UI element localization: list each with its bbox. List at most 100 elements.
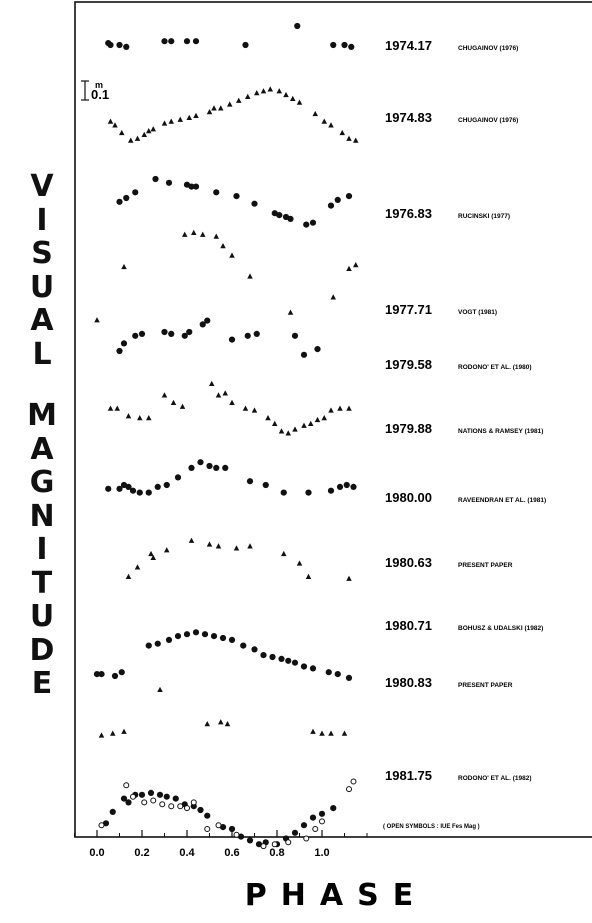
data-point-triangle [346,575,352,581]
data-point [192,629,200,636]
data-point-triangle [148,550,154,557]
data-point [291,829,299,836]
data-point-open [346,786,352,793]
series-source: NATIONS & RAMSEY (1981) [458,428,543,435]
data-point [116,41,123,49]
y-axis-label-letter: S [31,236,53,271]
y-axis-label-letter: N [29,498,55,534]
data-point-triangle [134,135,141,141]
data-point-triangle [265,415,271,421]
data-point [165,179,173,186]
data-point-triangle [209,380,215,387]
data-point [152,175,159,183]
data-point-triangle [193,112,199,119]
series-source: BOHUSZ & UDALSKI (1982) [458,625,543,632]
data-point-triangle [107,118,114,124]
data-point [168,38,175,45]
data-point-triangle [346,135,352,141]
data-point-open [190,799,197,806]
data-point-triangle [218,105,224,111]
data-point-triangle [353,262,359,268]
data-point-triangle [146,415,152,421]
data-point [120,795,128,802]
data-point-triangle [251,407,258,413]
data-point-triangle [211,105,217,111]
data-point-open [123,782,130,789]
data-point-triangle [236,97,242,103]
data-point [294,22,301,30]
data-point-triangle [186,114,192,120]
data-point-triangle [339,129,345,136]
data-point-triangle [330,294,336,300]
data-point [219,634,227,642]
data-point-triangle [119,129,125,136]
magnitude-scale-bar: 0.1 m [81,80,109,102]
data-point-open [159,801,166,808]
data-point [330,41,337,49]
y-axis-label-letter: U [29,269,55,305]
data-point-triangle [206,109,213,115]
data-point-triangle [285,430,291,436]
data-point-triangle [287,309,294,315]
data-point-triangle [125,573,132,579]
data-point [327,487,335,494]
data-point-triangle [281,550,287,557]
data-point [165,636,173,644]
data-point-triangle [224,721,231,727]
data-point-triangle [319,730,325,736]
data-point [204,317,211,324]
series-source: RAVEENDRAN ET AL. (1981) [458,497,546,504]
data-point-triangle [233,545,240,551]
data-point [213,189,220,196]
data-point [287,215,294,222]
data-point [109,808,116,816]
data-point-open [303,835,310,842]
y-axis-label-letter: E [31,666,53,701]
scale-bar-label: 0.1 [91,87,109,102]
data-point-triangle [134,564,141,570]
data-point-triangle [168,118,174,124]
x-tick-label: 0.6 [224,847,239,859]
data-point-triangle [321,118,327,124]
data-point-triangle [170,399,177,406]
data-point-triangle [254,90,260,96]
data-point [327,202,335,209]
data-point [309,219,317,226]
series-source: RODONO' ET AL. (1980) [458,364,532,371]
data-point [163,793,170,800]
data-point-triangle [328,122,334,128]
data-point-open [233,831,240,838]
data-point-triangle [229,252,235,258]
data-point-triangle [341,730,348,736]
data-point-triangle [328,730,334,736]
data-point [233,193,240,200]
data-point [240,642,247,649]
footnote: ( OPEN SYMBOLS : IUE Fes Mag ) [383,824,480,830]
y-axis-label-letter: A [30,303,54,338]
data-point [93,671,101,678]
data-point-open [319,818,325,825]
data-point-triangle [188,537,195,543]
data-point [201,631,209,638]
data-point-triangle [296,99,303,105]
data-point [188,183,195,190]
data-point [188,464,195,471]
data-point-triangle [161,392,168,398]
series-epoch: 1980.00 [385,490,432,505]
data-point [197,459,204,466]
data-point-triangle [177,116,183,122]
data-point [260,652,267,659]
data-point [183,631,191,638]
data-points [93,22,359,850]
data-point-open [350,778,357,785]
data-point [107,41,114,49]
data-point [318,810,326,817]
data-point-open [130,793,136,800]
series-source: RUCINSKI (1977) [458,213,510,220]
data-point [116,347,123,355]
data-point [213,464,220,471]
data-point-triangle [314,416,321,423]
data-point [145,642,152,649]
x-axis-ticks: 0.0 0.2 0.4 0.6 0.8 1.0 [74,830,368,859]
